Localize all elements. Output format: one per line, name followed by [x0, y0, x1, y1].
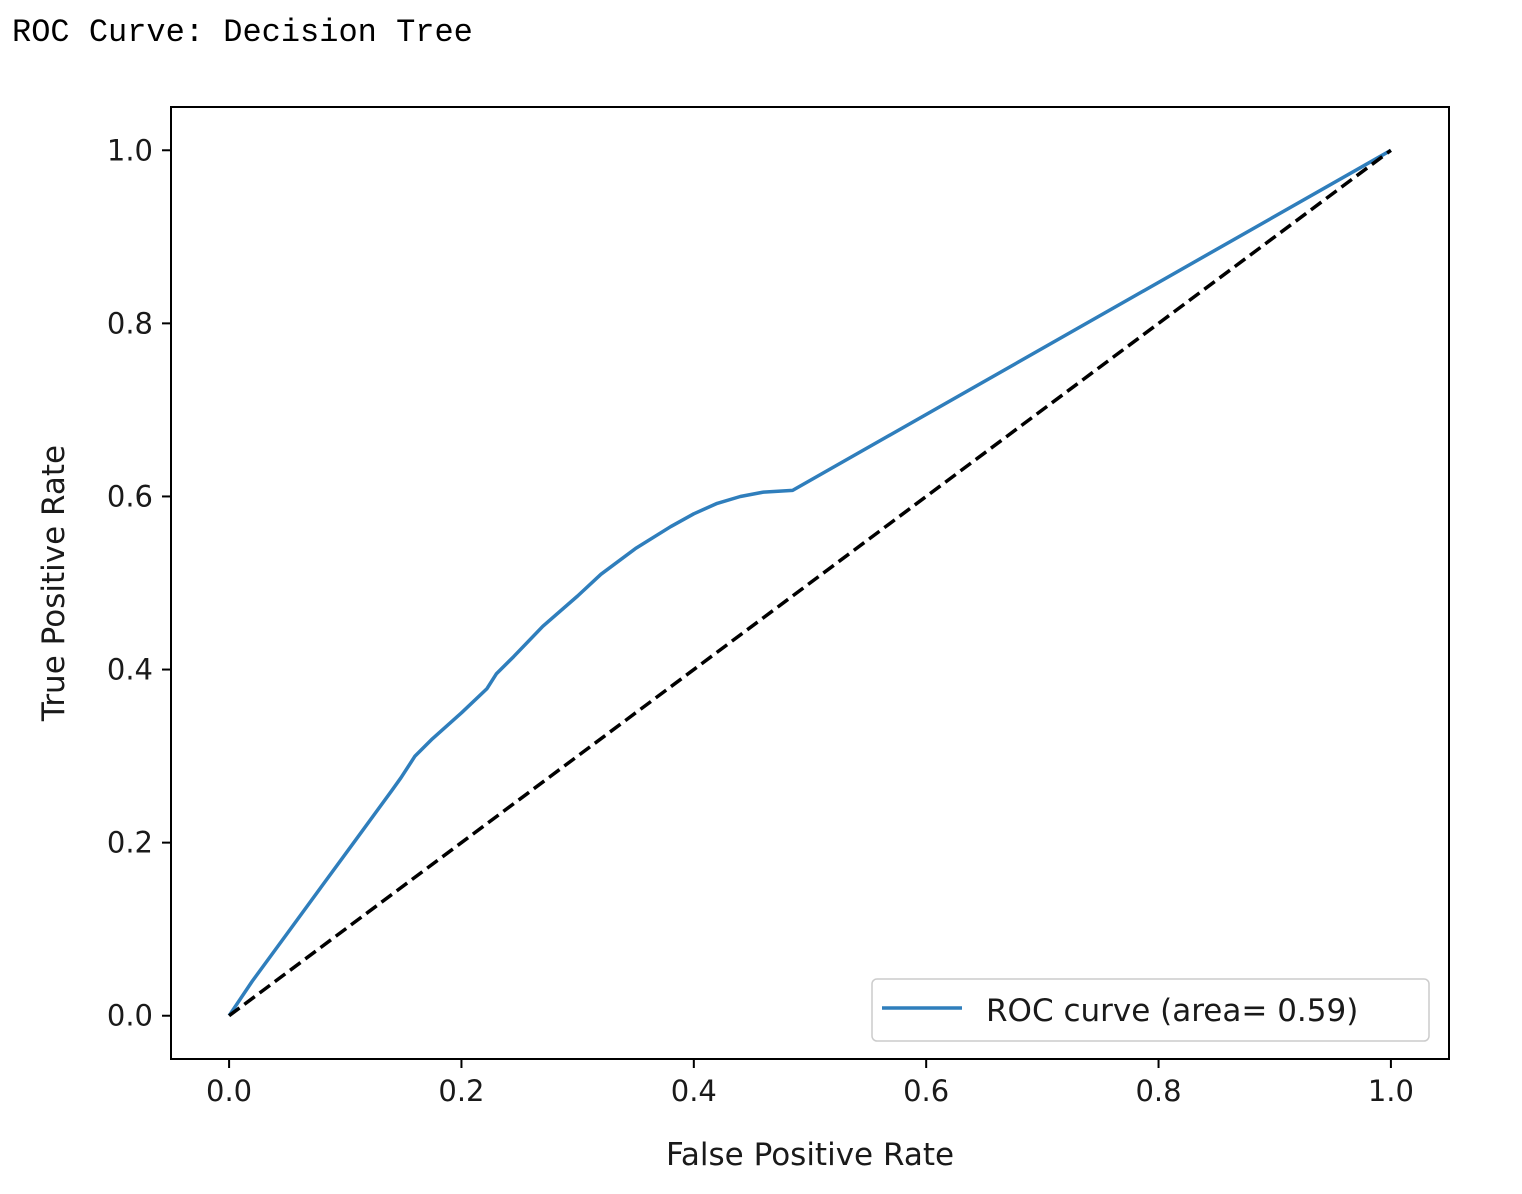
x-tick-label: 0.2 [438, 1074, 484, 1108]
legend-box [871, 978, 1430, 1042]
y-tick-label: 0.6 [107, 479, 153, 513]
x-tick-label: 0.6 [903, 1074, 949, 1108]
x-tick-label: 0.0 [206, 1074, 252, 1108]
legend-label-roc: ROC curve (area= 0.59) [986, 993, 1358, 1029]
x-tick-label: 0.4 [671, 1074, 717, 1108]
y-tick-label: 0.2 [107, 826, 153, 860]
y-tick-label: 0.0 [107, 999, 153, 1033]
axes-frame [170, 106, 1450, 1060]
y-tick-label: 0.4 [107, 653, 153, 687]
chance-diagonal-line [228, 148, 1392, 1018]
x-tick-label: 0.8 [1135, 1074, 1181, 1108]
y-tick-label: 0.8 [107, 306, 153, 340]
y-axis-label: True Positive Rate [36, 445, 72, 722]
axis-ticks: 0.0 0.2 0.4 0.6 0.8 1.0 0.0 0.2 0.4 0.6 0.8 1.0 [107, 133, 1414, 1108]
roc-curve-line [227, 148, 1392, 1017]
x-tick-label: 1.0 [1368, 1074, 1414, 1108]
y-tick-label: 1.0 [107, 133, 153, 167]
legend: ROC curve (area= 0.59) [871, 978, 1430, 1042]
plot-area [227, 148, 1392, 1018]
page-title: ROC Curve: Decision Tree [12, 14, 473, 51]
x-axis-label: False Positive Rate [666, 1137, 954, 1173]
